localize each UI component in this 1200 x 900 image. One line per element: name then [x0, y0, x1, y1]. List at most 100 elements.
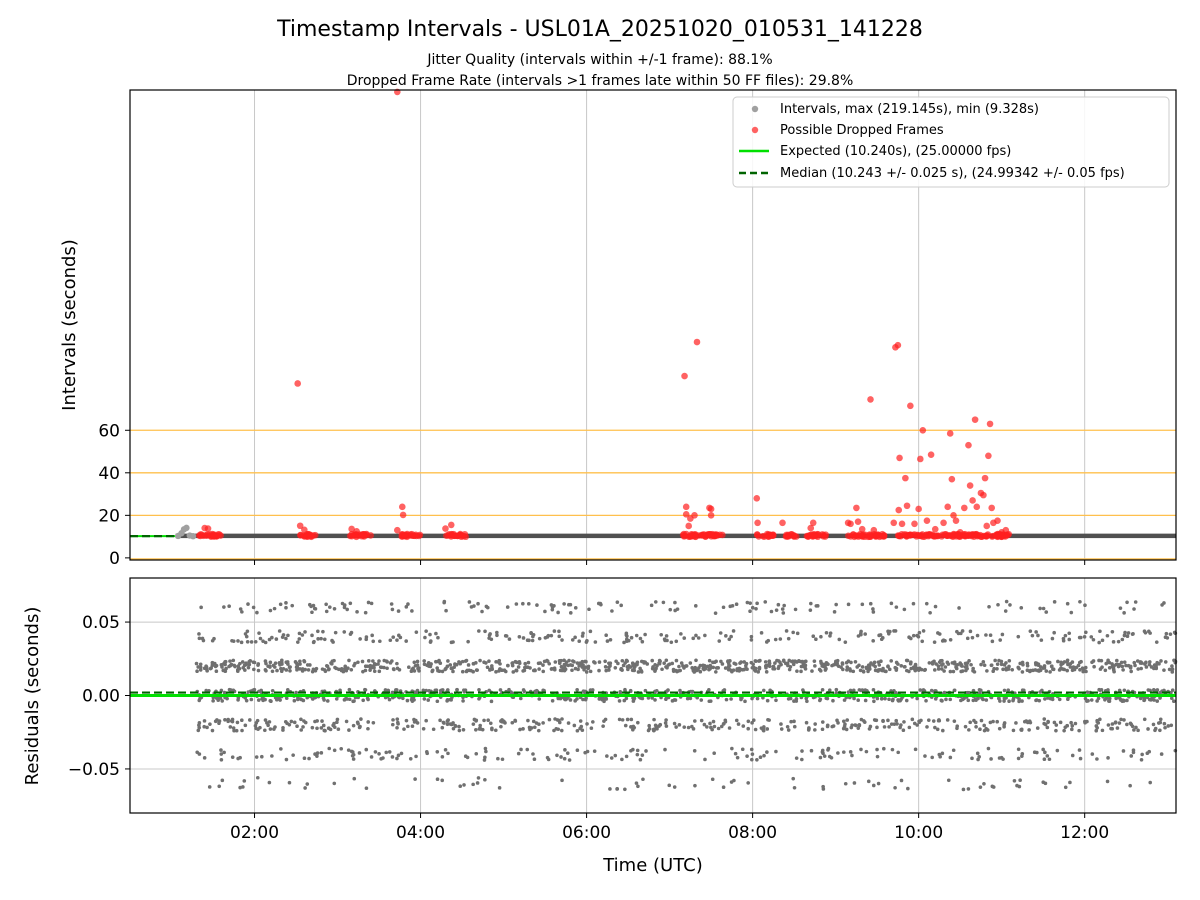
residual-point: [195, 669, 199, 674]
residual-point: [902, 720, 906, 724]
residual-point: [978, 785, 983, 789]
dropped-frame-point-56: [952, 517, 960, 524]
residual-point: [608, 787, 612, 791]
residual-point: [632, 696, 637, 701]
residual-point: [483, 629, 487, 634]
residual-point: [1069, 720, 1073, 725]
residual-point: [365, 696, 370, 701]
residual-point: [894, 605, 899, 609]
residual-point: [1030, 633, 1035, 638]
residual-point: [448, 663, 453, 667]
residual-point: [435, 666, 439, 670]
residual-point: [729, 697, 733, 701]
residual-point: [773, 637, 778, 642]
residual-point: [1143, 630, 1148, 635]
residual-point: [735, 755, 740, 760]
residual-point: [568, 611, 573, 615]
residual-point: [765, 750, 769, 754]
residual-point: [672, 698, 677, 702]
residual-point: [1136, 667, 1140, 671]
residual-point: [678, 688, 682, 693]
interval-points: [174, 88, 1176, 541]
residual-point: [1100, 665, 1104, 669]
residual-point: [589, 726, 594, 730]
residual-point: [731, 668, 736, 672]
residual-point: [435, 777, 440, 782]
residual-point: [707, 699, 712, 704]
residual-point: [952, 688, 957, 693]
residual-point: [541, 721, 545, 725]
dropped-frame-point-37: [894, 341, 902, 349]
residual-point: [1004, 599, 1009, 604]
residual-point: [399, 751, 404, 756]
residual-point: [222, 605, 226, 609]
residual-point: [300, 667, 305, 671]
residual-point: [435, 749, 440, 754]
residual-point: [918, 688, 923, 692]
residual-point: [514, 602, 519, 606]
residual-point: [310, 610, 314, 615]
residual-point: [873, 668, 878, 673]
residual-point: [955, 629, 959, 634]
residual-point: [792, 724, 797, 729]
residual-point: [424, 629, 428, 633]
residual-point: [634, 781, 639, 785]
residual-point: [1154, 640, 1159, 644]
residual-point: [529, 631, 533, 636]
residual-point: [598, 601, 603, 606]
residuals-ytick-label-1: 0.00: [82, 687, 120, 707]
residual-point: [1129, 754, 1134, 758]
residual-point: [521, 669, 525, 673]
residual-point: [627, 664, 631, 668]
residual-point: [391, 718, 395, 722]
residual-point: [1015, 783, 1019, 788]
residual-point: [555, 753, 559, 758]
residual-point: [495, 633, 499, 638]
dropped-frame-point-48: [923, 517, 931, 524]
residual-point: [636, 720, 640, 725]
residual-point: [827, 754, 832, 759]
residual-point: [287, 722, 292, 727]
residual-point: [1133, 663, 1137, 668]
intervals-ytick-label-1: 20: [98, 506, 120, 526]
residual-point: [1054, 728, 1058, 733]
residual-point: [740, 747, 745, 752]
residual-point: [1110, 630, 1115, 634]
residual-point: [692, 749, 697, 753]
residual-point: [1048, 670, 1052, 674]
residual-point: [517, 634, 522, 639]
residual-point: [819, 659, 823, 664]
residual-point: [483, 746, 488, 751]
dropped-frame-point-16: [685, 522, 692, 530]
residual-point: [315, 754, 319, 758]
residual-point: [660, 667, 664, 672]
residual-point: [422, 659, 426, 663]
residual-point: [779, 722, 783, 726]
residual-point: [284, 605, 288, 610]
residual-point: [625, 717, 630, 722]
residual-point: [315, 751, 320, 755]
residual-point: [240, 610, 244, 614]
residual-point: [831, 698, 835, 703]
dropped-cluster-point: [682, 530, 690, 538]
residual-point: [821, 787, 826, 791]
residual-point: [246, 602, 250, 606]
residual-point: [788, 664, 793, 669]
residual-point: [1063, 785, 1068, 790]
residual-point: [941, 638, 946, 642]
residuals-ytick-label-0: −0.05: [68, 760, 120, 780]
residual-point: [255, 610, 259, 615]
residual-point: [1007, 658, 1012, 663]
residual-point: [888, 629, 892, 634]
residual-point: [401, 696, 405, 701]
residual-point: [774, 608, 779, 612]
residual-point: [205, 725, 209, 730]
residual-point: [484, 604, 489, 609]
residual-point: [866, 663, 871, 667]
residual-point: [693, 665, 697, 670]
residual-point: [531, 719, 536, 724]
residual-point: [948, 669, 953, 674]
residual-point: [671, 669, 676, 673]
residual-point: [1121, 668, 1125, 672]
residual-point: [575, 748, 580, 753]
